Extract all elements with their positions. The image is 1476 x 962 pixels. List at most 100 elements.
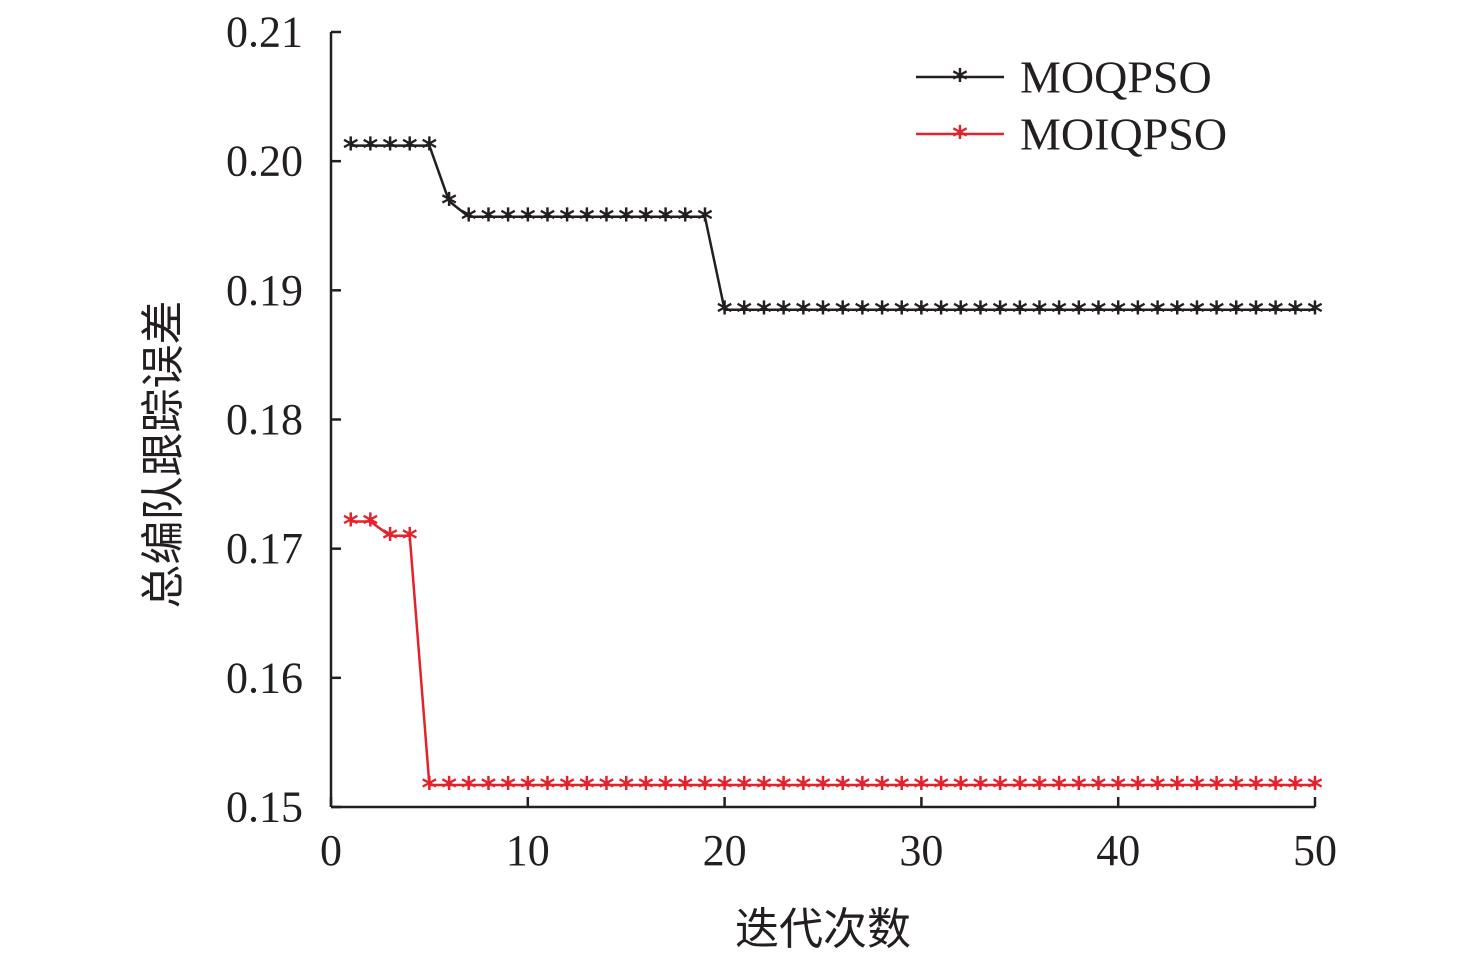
data-point: * <box>776 296 792 331</box>
x-tick-label: 20 <box>703 826 747 875</box>
data-point: * <box>343 132 359 167</box>
data-point: * <box>1012 772 1028 807</box>
data-point: * <box>894 296 910 331</box>
data-point: * <box>795 772 811 807</box>
data-point: * <box>677 203 693 238</box>
data-point: * <box>677 772 693 807</box>
data-point: * <box>599 203 615 238</box>
data-point: * <box>402 132 418 167</box>
data-point: * <box>1051 772 1067 807</box>
y-tick-label: 0.16 <box>226 653 303 702</box>
data-point: * <box>1071 772 1087 807</box>
data-point: * <box>1091 296 1107 331</box>
data-point: * <box>363 132 379 167</box>
legend-marker: * <box>952 121 968 156</box>
x-tick-label: 40 <box>1096 826 1140 875</box>
data-point: * <box>756 296 772 331</box>
data-point: * <box>914 296 930 331</box>
data-point: * <box>343 508 359 543</box>
series-moqpso: * * * * ** * * * * * * * * * * * * ** * * * * * * * * * * * * * * * * * * * *… <box>343 132 1323 331</box>
y-tick-label: 0.20 <box>226 137 303 186</box>
y-axis-ticks: 0.15 0.16 0.17 0.18 0.19 0.20 0.21 <box>226 8 341 832</box>
x-axis-ticks: 0 10 20 30 40 50 <box>320 797 1337 875</box>
series-layer: * * * * ** * * * * * * * * * * * * ** * * * * * * * * * * * * * * * * * * * *… <box>343 132 1323 806</box>
data-point: * <box>815 772 831 807</box>
data-point: * <box>776 772 792 807</box>
data-point: * <box>1228 772 1244 807</box>
data-point: * <box>933 772 949 807</box>
data-point: * <box>1209 296 1225 331</box>
data-point: * <box>461 203 477 238</box>
x-tick-label: 10 <box>506 826 550 875</box>
data-point: * <box>717 772 733 807</box>
data-point: * <box>1189 772 1205 807</box>
data-point: * <box>874 296 890 331</box>
data-point: * <box>638 772 654 807</box>
data-point: * <box>697 772 713 807</box>
data-point: * <box>697 203 713 238</box>
data-point: * <box>481 203 497 238</box>
data-point: * <box>855 772 871 807</box>
data-point: * <box>1248 772 1264 807</box>
data-point: * <box>422 772 438 807</box>
data-point: * <box>756 772 772 807</box>
data-point: * <box>1110 772 1126 807</box>
y-tick-label: 0.18 <box>226 395 303 444</box>
data-point: * <box>500 772 516 807</box>
data-point: * <box>1032 772 1048 807</box>
data-point: * <box>1130 296 1146 331</box>
data-point: * <box>1228 296 1244 331</box>
data-point: * <box>382 522 398 557</box>
data-point: * <box>658 203 674 238</box>
data-point: * <box>795 296 811 331</box>
data-point: * <box>638 203 654 238</box>
data-point: * <box>1071 296 1087 331</box>
data-point: * <box>1268 296 1284 331</box>
data-point: * <box>953 772 969 807</box>
data-point: * <box>933 296 949 331</box>
data-point: * <box>1110 296 1126 331</box>
data-point: * <box>992 296 1008 331</box>
y-tick-label: 0.15 <box>226 783 303 832</box>
data-point: * <box>441 188 457 223</box>
data-point: * <box>579 203 595 238</box>
y-tick-label: 0.21 <box>226 8 303 57</box>
y-axis-title: 总编队跟踪误差 <box>138 301 189 609</box>
data-point: * <box>1130 772 1146 807</box>
data-point: * <box>992 772 1008 807</box>
data-point: * <box>973 296 989 331</box>
y-tick-label: 0.17 <box>226 524 303 573</box>
data-point: * <box>1189 296 1205 331</box>
data-point: * <box>835 296 851 331</box>
data-point: * <box>382 132 398 167</box>
legend: * MOQPSO * MOIQPSO <box>916 52 1227 160</box>
x-tick-label: 0 <box>320 826 342 875</box>
series-moiqpso: * * * ** * * * * * * * * * * * * * * * * * * * * * * * * * * * * * * * * * * *… <box>343 508 1323 807</box>
data-point: * <box>441 772 457 807</box>
data-point: * <box>874 772 890 807</box>
data-point: * <box>658 772 674 807</box>
legend-marker: * <box>952 64 968 99</box>
data-point: * <box>618 203 634 238</box>
data-point: * <box>1307 296 1323 331</box>
x-axis-title: 迭代次数 <box>735 904 911 955</box>
x-tick-label: 50 <box>1293 826 1337 875</box>
legend-label: MOQPSO <box>1020 52 1212 103</box>
data-point: * <box>1032 296 1048 331</box>
data-point: * <box>1051 296 1067 331</box>
data-point: * <box>973 772 989 807</box>
data-point: * <box>894 772 910 807</box>
data-point: * <box>1169 772 1185 807</box>
data-point: * <box>520 772 536 807</box>
series-line <box>350 144 1315 311</box>
data-point: * <box>579 772 595 807</box>
data-point: * <box>1268 772 1284 807</box>
data-point: * <box>1209 772 1225 807</box>
data-point: * <box>717 296 733 331</box>
legend-item: * MOQPSO <box>916 52 1212 103</box>
data-point: * <box>422 132 438 167</box>
data-point: * <box>559 772 575 807</box>
data-point: * <box>1012 296 1028 331</box>
